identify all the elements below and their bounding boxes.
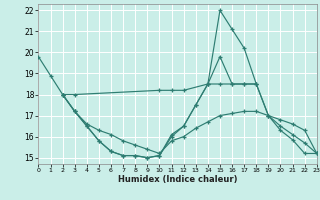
X-axis label: Humidex (Indice chaleur): Humidex (Indice chaleur) (118, 175, 237, 184)
